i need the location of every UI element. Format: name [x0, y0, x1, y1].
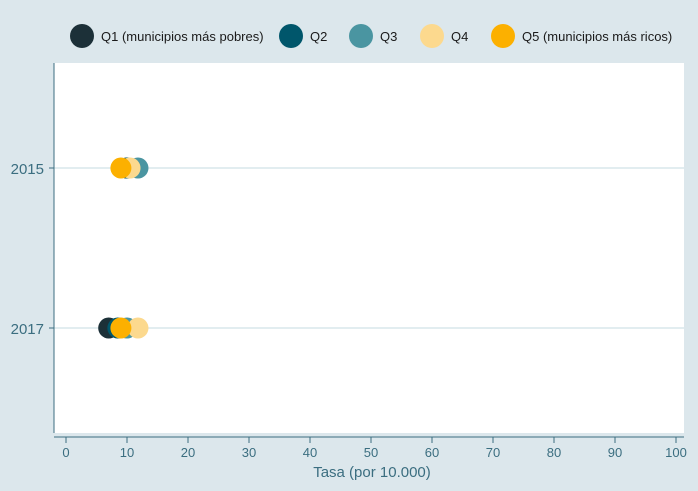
- x-axis-label: Tasa (por 10.000): [313, 464, 431, 481]
- x-tick-label-60: 60: [425, 445, 439, 460]
- legend-marker-q1: [70, 24, 94, 48]
- legend-label-q2: Q2: [310, 29, 327, 44]
- x-tick-label-40: 40: [303, 445, 317, 460]
- plot-area: [54, 63, 684, 433]
- legend-marker-q4: [420, 24, 444, 48]
- legend-label-q1: Q1 (municipios más pobres): [101, 29, 264, 44]
- legend-marker-q5: [491, 24, 515, 48]
- x-tick-label-20: 20: [181, 445, 195, 460]
- legend-marker-q2: [279, 24, 303, 48]
- x-tick-label-70: 70: [486, 445, 500, 460]
- legend-label-q4: Q4: [451, 29, 468, 44]
- data-points: [98, 157, 149, 339]
- grid-lines: [54, 167, 684, 329]
- y-tick-label-2017: 2017: [11, 321, 44, 338]
- y-tick-label-2015: 2015: [11, 161, 44, 178]
- x-tick-label-10: 10: [120, 445, 134, 460]
- x-tick-label-90: 90: [608, 445, 622, 460]
- legend: Q1 (municipios más pobres) Q2 Q3 Q4 Q5 (muni…: [70, 24, 672, 48]
- axes: 2015 2017 0 10 20 30 40 50 60 70 80 90 100: [11, 63, 687, 460]
- point-q4-2017: [127, 317, 149, 339]
- x-tick-label-0: 0: [62, 445, 69, 460]
- legend-marker-q3: [349, 24, 373, 48]
- point-q5-2017: [110, 317, 132, 339]
- legend-label-q3: Q3: [380, 29, 397, 44]
- x-tick-label-80: 80: [547, 445, 561, 460]
- x-tick-label-30: 30: [242, 445, 256, 460]
- legend-label-q5: Q5 (municipios más ricos): [522, 29, 672, 44]
- x-tick-label-100: 100: [665, 445, 687, 460]
- point-q5-2015: [110, 157, 132, 179]
- x-tick-label-50: 50: [364, 445, 378, 460]
